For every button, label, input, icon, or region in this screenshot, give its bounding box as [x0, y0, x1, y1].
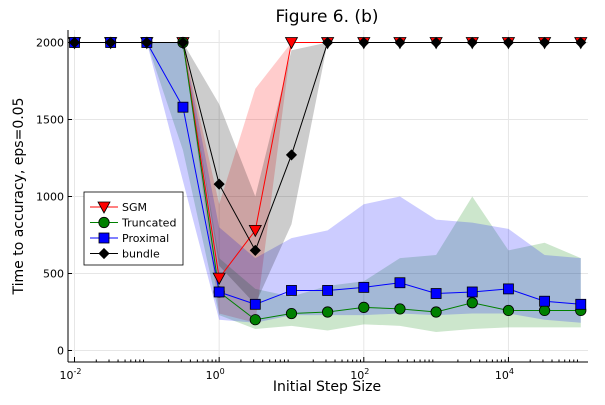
point-truncated: [249, 314, 261, 326]
point-sgm: [284, 37, 299, 50]
legend-marker-truncated: [98, 216, 110, 229]
point-bundle: [430, 36, 442, 49]
series-markers: [67, 36, 588, 326]
point-truncated: [430, 306, 442, 318]
x-tick-label: 100: [206, 367, 225, 382]
point-truncated: [358, 301, 370, 313]
y-tick-label: 1500: [36, 114, 64, 127]
point-sgm: [212, 272, 226, 285]
confidence-bands: [74, 42, 581, 333]
legend-label-sgm: SGM: [122, 201, 147, 214]
y-tick-label: 0: [57, 345, 64, 358]
point-bundle: [177, 36, 189, 49]
point-bundle: [502, 36, 515, 49]
band-bundle: [74, 42, 581, 305]
x-tick-label: 102: [350, 367, 369, 382]
point-proximal: [286, 285, 297, 296]
point-truncated: [466, 297, 478, 309]
point-bundle: [394, 36, 406, 49]
point-proximal: [177, 101, 189, 113]
x-tick-label: 104: [495, 367, 514, 382]
point-proximal: [539, 295, 550, 307]
point-bundle: [141, 36, 153, 49]
y-tick-label: 1000: [36, 191, 64, 204]
band-proximal: [74, 42, 581, 323]
point-bundle: [466, 36, 478, 49]
point-truncated: [322, 306, 334, 318]
legend-label-truncated: Truncated: [121, 217, 176, 230]
point-truncated: [538, 304, 551, 317]
point-proximal: [358, 281, 370, 293]
tick-labels: 0 500 1000 1500 2000 10-2 100 102 104: [36, 37, 514, 383]
point-truncated: [285, 307, 298, 320]
chart-title: Figure 6. (b): [276, 7, 379, 27]
axes: [67, 30, 588, 363]
legend-marker-proximal: [98, 232, 110, 244]
legend: SGM Truncated Proximal bundle: [83, 191, 184, 266]
point-bundle: [358, 36, 370, 49]
point-bundle: [68, 36, 81, 49]
point-bundle: [575, 36, 587, 49]
y-axis-label: Time to accuracy, eps=0.05: [11, 98, 27, 296]
point-bundle: [213, 178, 225, 190]
point-proximal: [213, 286, 225, 298]
legend-label-bundle: bundle: [122, 248, 160, 261]
point-proximal: [249, 298, 261, 310]
legend-marker-bundle: [98, 247, 110, 260]
band-truncated: [74, 42, 581, 333]
point-proximal: [466, 286, 478, 298]
legend-label-proximal: Proximal: [122, 232, 169, 245]
point-bundle: [105, 36, 117, 49]
point-truncated: [502, 304, 515, 317]
point-bundle: [249, 244, 261, 256]
x-axis-label: Initial Step Size: [273, 379, 381, 395]
point-proximal: [575, 298, 587, 310]
point-bundle: [285, 149, 298, 161]
y-tick-label: 500: [43, 268, 64, 281]
legend-marker-sgm: [97, 201, 111, 214]
point-proximal: [503, 283, 514, 295]
y-tick-label: 2000: [36, 37, 64, 50]
x-tick-label: 10-2: [60, 367, 82, 382]
point-bundle: [322, 36, 334, 49]
point-truncated: [394, 303, 406, 315]
point-proximal: [394, 277, 406, 289]
point-proximal: [322, 285, 334, 296]
point-sgm: [248, 224, 262, 238]
point-proximal: [430, 288, 442, 299]
point-bundle: [539, 36, 551, 49]
